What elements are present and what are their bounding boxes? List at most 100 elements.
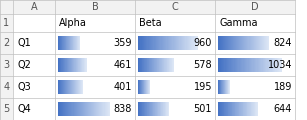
Bar xyxy=(152,102,153,116)
Bar xyxy=(254,36,255,50)
Bar xyxy=(79,58,80,72)
Bar xyxy=(74,36,75,50)
Bar xyxy=(55,98,135,120)
Bar xyxy=(275,58,277,72)
Bar xyxy=(223,80,224,94)
Bar xyxy=(269,58,270,72)
Bar xyxy=(226,80,227,94)
Text: 5: 5 xyxy=(3,104,10,114)
Bar xyxy=(162,36,163,50)
Bar xyxy=(220,80,221,94)
Bar xyxy=(139,58,140,72)
Bar xyxy=(108,102,109,116)
Bar xyxy=(222,102,223,116)
Bar xyxy=(223,80,224,94)
Bar xyxy=(81,80,82,94)
Bar xyxy=(77,36,78,50)
Bar xyxy=(171,36,173,50)
Bar xyxy=(159,58,160,72)
Bar xyxy=(191,36,193,50)
Bar xyxy=(65,58,66,72)
Bar xyxy=(151,36,153,50)
Bar xyxy=(257,36,258,50)
Bar xyxy=(256,102,257,116)
Bar xyxy=(194,36,195,50)
Bar xyxy=(154,36,155,50)
Bar xyxy=(135,32,215,54)
Bar xyxy=(168,58,169,72)
Bar xyxy=(238,102,239,116)
Bar xyxy=(253,102,254,116)
Bar xyxy=(61,36,62,50)
Bar xyxy=(55,14,135,32)
Bar xyxy=(135,98,215,120)
Bar xyxy=(241,102,242,116)
Bar xyxy=(157,36,158,50)
Bar xyxy=(248,102,249,116)
Bar xyxy=(236,102,237,116)
Bar xyxy=(234,102,235,116)
Bar xyxy=(227,58,228,72)
Bar xyxy=(61,58,62,72)
Bar xyxy=(146,80,147,94)
Bar xyxy=(66,36,67,50)
Bar xyxy=(139,80,140,94)
Bar xyxy=(70,36,71,50)
Bar xyxy=(71,80,72,94)
Bar xyxy=(250,36,251,50)
Bar xyxy=(219,36,220,50)
Bar xyxy=(166,102,167,116)
Bar xyxy=(223,102,224,116)
Bar xyxy=(67,58,68,72)
Bar xyxy=(72,102,73,116)
Bar xyxy=(138,58,139,72)
Bar xyxy=(146,58,148,72)
Bar xyxy=(142,36,143,50)
Bar xyxy=(272,58,273,72)
Bar xyxy=(172,58,173,72)
Bar xyxy=(76,80,77,94)
Bar xyxy=(13,76,55,98)
Bar xyxy=(155,102,156,116)
Bar xyxy=(100,102,102,116)
Bar xyxy=(89,102,90,116)
Bar xyxy=(251,102,252,116)
Bar xyxy=(156,102,157,116)
Bar xyxy=(237,102,238,116)
Text: 824: 824 xyxy=(274,38,292,48)
Bar xyxy=(98,102,100,116)
Bar xyxy=(68,58,69,72)
Bar xyxy=(266,36,267,50)
Bar xyxy=(240,58,241,72)
Text: B: B xyxy=(91,2,98,12)
Bar xyxy=(165,58,166,72)
Bar xyxy=(224,80,225,94)
Bar xyxy=(92,102,93,116)
Bar xyxy=(148,58,149,72)
Bar xyxy=(93,102,95,116)
Bar xyxy=(153,58,154,72)
Bar xyxy=(251,58,253,72)
Text: 1034: 1034 xyxy=(267,60,292,70)
Bar xyxy=(58,36,59,50)
Bar xyxy=(177,36,179,50)
Bar xyxy=(161,102,162,116)
Bar xyxy=(70,80,71,94)
Bar xyxy=(64,102,65,116)
Bar xyxy=(80,102,81,116)
Bar xyxy=(66,36,67,50)
Bar xyxy=(168,102,169,116)
Bar xyxy=(236,58,237,72)
Bar xyxy=(148,80,149,94)
Bar xyxy=(254,58,255,72)
Text: 644: 644 xyxy=(274,104,292,114)
Bar xyxy=(0,98,13,120)
Text: 461: 461 xyxy=(114,60,132,70)
Bar xyxy=(231,58,232,72)
Bar xyxy=(218,102,219,116)
Bar xyxy=(166,58,168,72)
Bar xyxy=(142,80,143,94)
Bar xyxy=(246,102,247,116)
Text: Q2: Q2 xyxy=(17,60,31,70)
Bar xyxy=(96,102,98,116)
